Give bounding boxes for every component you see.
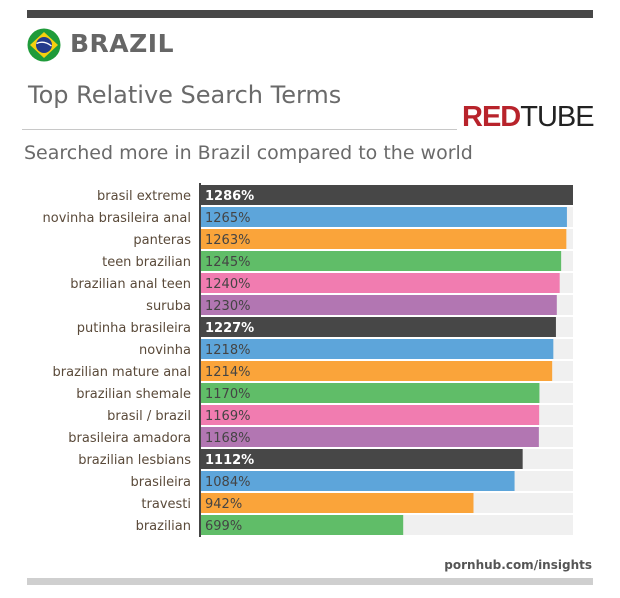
value-label: 699%: [205, 519, 242, 534]
value-label: 942%: [205, 497, 242, 512]
category-label: brazilian: [136, 519, 191, 534]
category-label: travesti: [141, 497, 191, 512]
divider: [22, 129, 457, 130]
category-label: panteras: [133, 233, 191, 248]
redtube-logo: REDTUBE: [462, 101, 595, 133]
bar: [201, 229, 567, 249]
top-bar: [27, 10, 593, 18]
category-label: brazilian mature anal: [53, 365, 192, 380]
bar: [201, 339, 554, 359]
bar: [201, 493, 474, 513]
bar: [201, 207, 567, 227]
category-label: suruba: [146, 299, 191, 314]
category-label: brasil / brazil: [107, 409, 191, 424]
bar: [201, 515, 404, 535]
bar: [201, 295, 557, 315]
value-label: 1286%: [205, 189, 254, 204]
bar: [201, 317, 556, 337]
value-label: 1084%: [205, 475, 250, 490]
value-label: 1170%: [205, 387, 250, 402]
value-label: 1265%: [205, 211, 250, 226]
value-label: 1240%: [205, 277, 250, 292]
category-label: brasileira: [131, 475, 191, 490]
value-label: 1112%: [205, 453, 254, 468]
category-label: teen brazilian: [102, 255, 191, 270]
value-label: 1263%: [205, 233, 250, 248]
bar: [201, 251, 562, 271]
country-name: BRAZIL: [70, 29, 175, 58]
category-label: putinha brasileira: [77, 321, 191, 336]
category-label: brazilian anal teen: [70, 277, 191, 292]
brazil-flag-icon: [27, 28, 61, 62]
source-credit: pornhub.com/insights: [444, 558, 592, 572]
category-label: novinha: [139, 343, 191, 358]
bar: [201, 185, 573, 205]
category-label: brasil extreme: [97, 189, 191, 204]
subtitle: Searched more in Brazil compared to the …: [24, 142, 473, 164]
bar: [201, 471, 515, 491]
value-label: 1214%: [205, 365, 250, 380]
category-label: brazilian shemale: [76, 387, 191, 402]
value-label: 1230%: [205, 299, 250, 314]
bottom-bar: [27, 578, 593, 585]
bar: [201, 449, 523, 469]
bar: [201, 383, 540, 403]
category-label: brazilian lesbians: [78, 453, 191, 468]
value-label: 1227%: [205, 321, 254, 336]
page-title: Top Relative Search Terms: [28, 81, 342, 109]
value-label: 1169%: [205, 409, 250, 424]
value-label: 1168%: [205, 431, 250, 446]
category-label: brasileira amadora: [68, 431, 191, 446]
bar: [201, 361, 553, 381]
bar: [201, 405, 540, 425]
bar: [201, 273, 560, 293]
bar: [201, 427, 539, 447]
category-label: novinha brasileira anal: [43, 211, 191, 226]
value-label: 1245%: [205, 255, 250, 270]
value-label: 1218%: [205, 343, 250, 358]
